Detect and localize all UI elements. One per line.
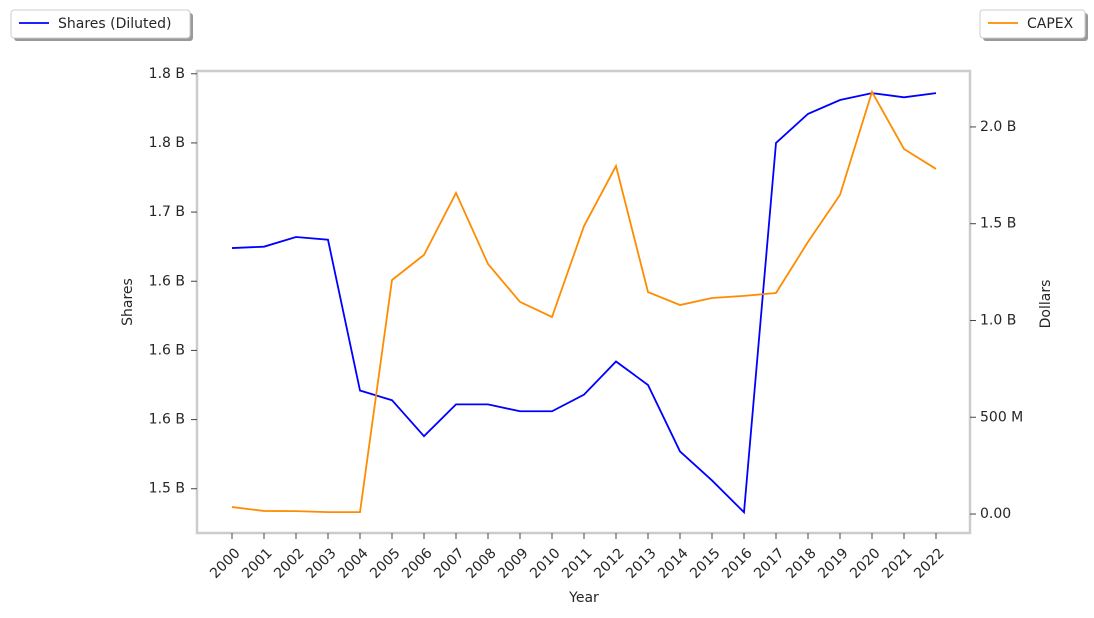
x-tick-label: 2008 <box>463 545 500 582</box>
x-tick-label: 2003 <box>303 545 340 582</box>
x-tick-label: 2002 <box>271 545 308 582</box>
x-tick-label: 2020 <box>847 545 884 582</box>
x-tick-label: 2014 <box>655 545 692 582</box>
x-axis-label: Year <box>568 590 599 606</box>
x-tick-label: 2005 <box>367 545 404 582</box>
y2-axis-label: Dollars <box>1038 280 1054 329</box>
y-tick-label: 1.6 B <box>149 342 185 358</box>
y2-tick-label: 1.5 B <box>980 216 1016 232</box>
legend-label: Shares (Diluted) <box>58 16 172 32</box>
y-tick-label: 1.7 B <box>149 204 185 220</box>
x-tick-label: 2021 <box>879 545 916 582</box>
y-tick-label: 1.8 B <box>149 135 185 151</box>
series-line <box>231 92 937 515</box>
x-tick-label: 2001 <box>239 545 276 582</box>
x-tick-label: 2011 <box>559 545 596 582</box>
y-tick-label: 1.6 B <box>149 412 185 428</box>
legend-box <box>10 9 191 39</box>
y2-tick-label: 500 M <box>980 409 1023 425</box>
x-tick-label: 2017 <box>751 545 788 582</box>
x-tick-label: 2000 <box>207 545 244 582</box>
x-tick-label: 2022 <box>911 545 948 582</box>
x-tick-label: 2016 <box>719 545 756 582</box>
x-tick-label: 2004 <box>335 545 372 582</box>
legend-box <box>979 9 1086 39</box>
y-tick-label: 1.8 B <box>149 66 185 82</box>
x-tick-label: 2007 <box>431 545 468 582</box>
x-tick-label: 2013 <box>623 545 660 582</box>
series-line <box>231 89 937 513</box>
y2-tick-label: 1.0 B <box>980 312 1016 328</box>
x-tick-label: 2019 <box>815 545 852 582</box>
x-tick-label: 2015 <box>687 545 724 582</box>
plot-frame <box>195 69 972 535</box>
y2-tick-label: 0.00 <box>980 506 1011 522</box>
x-tick-label: 2018 <box>783 545 820 582</box>
x-tick-label: 2010 <box>527 545 564 582</box>
y2-tick-label: 2.0 B <box>980 119 1016 135</box>
x-tick-label: 2009 <box>495 545 532 582</box>
y-tick-label: 1.5 B <box>149 481 185 497</box>
y-tick-label: 1.6 B <box>149 273 185 289</box>
y-axis-label: Shares <box>120 278 136 326</box>
x-tick-label: 2012 <box>591 545 628 582</box>
legend-label: CAPEX <box>1027 16 1074 32</box>
x-tick-label: 2006 <box>399 545 436 582</box>
